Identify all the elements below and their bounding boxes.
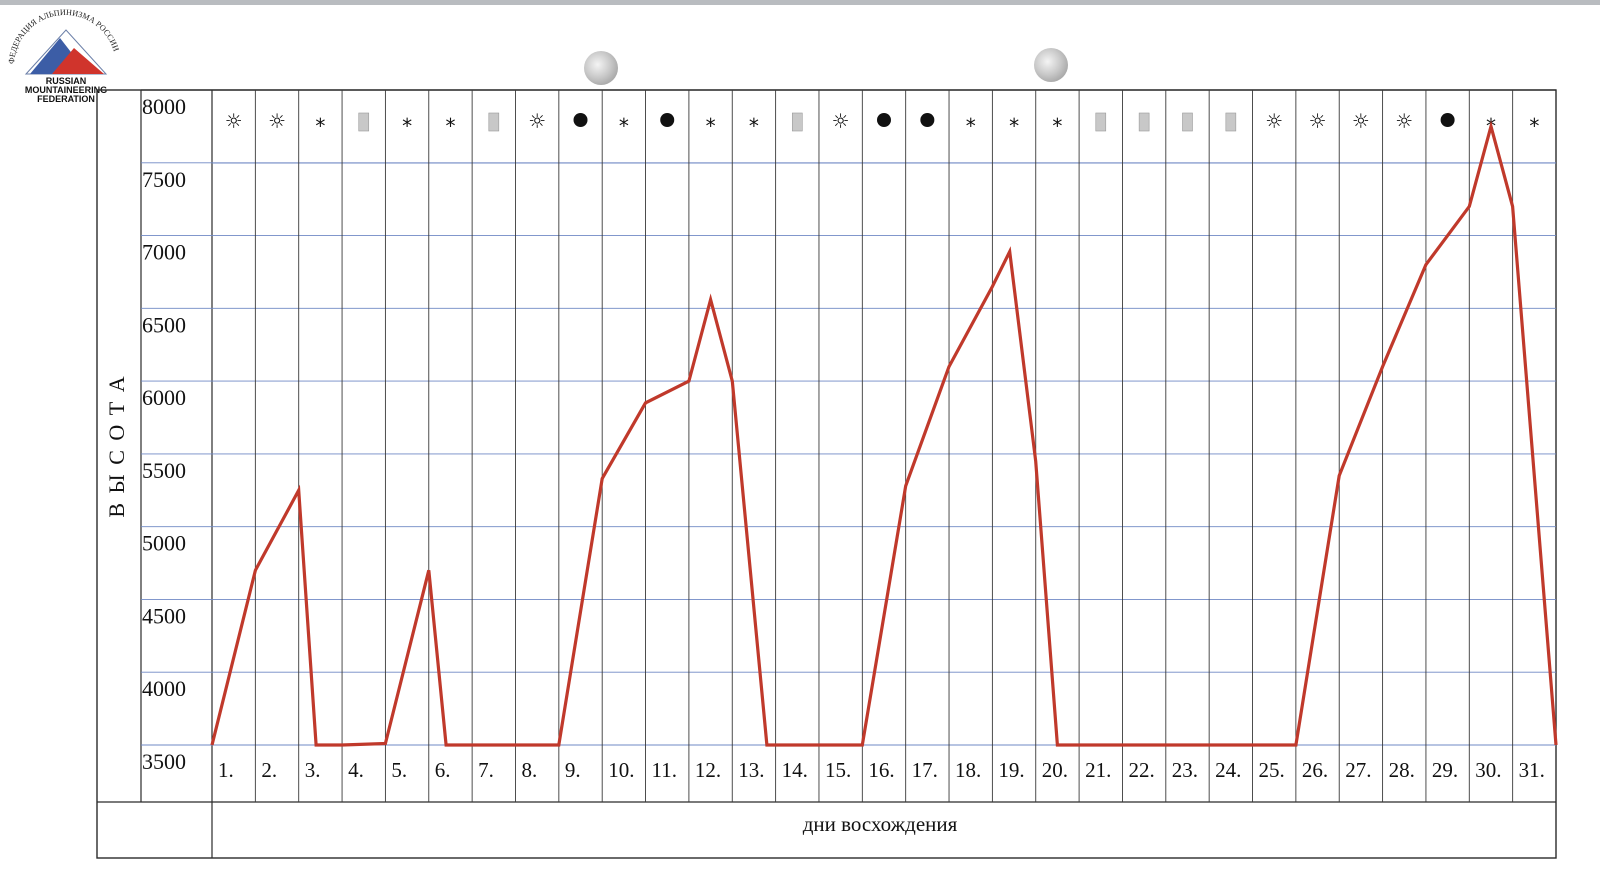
weather-overcast-icon [1182,112,1193,132]
altitude-line-0 [210,120,1558,747]
day-label-19: 19. [998,758,1024,782]
y-tick-4500: 4500 [142,603,186,628]
y-tick-3500: 3500 [142,749,186,774]
weather-sun-icon: ☼ [1395,109,1413,133]
y-tick-7500: 7500 [142,167,186,192]
weather-night-icon [573,113,588,127]
altitude-series [210,120,1558,747]
binder-hole-left [584,51,618,85]
y-tick-5500: 5500 [142,458,186,483]
weather-sun-icon: ☼ [268,109,286,133]
day-label-22: 22. [1128,758,1154,782]
weather-overcast-icon [1095,112,1107,132]
weather-snow-icon: * [966,114,976,138]
weather-snow-icon: * [706,114,716,138]
logo-line-1: RUSSIAN [46,76,87,86]
day-label-29: 29. [1432,758,1458,782]
day-label-11: 11. [652,758,677,782]
day-label-12: 12. [695,758,721,782]
day-label-16: 16. [868,758,894,782]
day-label-23: 23. [1172,758,1198,782]
day-label-18: 18. [955,758,981,782]
y-axis-label: В Ы С О Т А [104,374,129,517]
day-label-6: 6. [435,758,451,782]
y-tick-5000: 5000 [142,531,186,556]
day-label-5: 5. [391,758,407,782]
day-label-20: 20. [1042,758,1068,782]
weather-snow-icon: * [619,114,629,138]
logo-line-3: FEDERATION [37,94,95,104]
day-label-14: 14. [782,758,808,782]
weather-night-icon [920,113,935,127]
day-label-25: 25. [1259,758,1285,782]
day-label-4: 4. [348,758,364,782]
day-label-24: 24. [1215,758,1241,782]
day-label-9: 9. [565,758,581,782]
weather-snow-icon: * [1529,114,1539,138]
day-label-27: 27. [1345,758,1371,782]
weather-snow-icon: * [315,114,325,138]
day-label-21: 21. [1085,758,1111,782]
weather-sun-icon: ☼ [1309,109,1327,133]
weather-overcast-icon [488,112,500,132]
day-label-17: 17. [912,758,938,782]
day-label-13: 13. [738,758,764,782]
day-label-3: 3. [305,758,321,782]
y-tick-labels: 3500 4000 4500 5000 5500 6000 6500 7000 7500 8000 [142,94,186,774]
y-tick-6000: 6000 [142,385,186,410]
y-tick-8000: 8000 [142,94,186,119]
logo-mountain-red [52,48,104,74]
weather-overcast-icon [358,112,370,132]
x-tick-labels: 1. 2. 3. 4. 5. 6. 7. 8. 9. 10. 11. 12. 13. 14. 15. 16. 1… [218,758,1545,782]
weather-sun-icon: ☼ [225,109,243,133]
weather-sun-icon: ☼ [528,109,546,133]
weather-snow-icon: * [749,114,759,138]
weather-sun-icon: ☼ [1265,109,1283,133]
weather-overcast-icon [1138,112,1150,132]
top-band [0,0,1600,5]
weather-snow-icon: * [1052,114,1062,138]
day-label-8: 8. [521,758,537,782]
day-label-28: 28. [1389,758,1415,782]
weather-sun-icon: ☼ [832,109,850,133]
logo-line-2: MOUNTAINEERING [25,85,107,95]
weather-night-icon [660,113,675,127]
day-label-7: 7. [478,758,494,782]
y-tick-7000: 7000 [142,240,186,265]
day-label-10: 10. [608,758,634,782]
day-label-31: 31. [1519,758,1545,782]
day-label-1: 1. [218,758,234,782]
y-tick-6500: 6500 [142,312,186,337]
day-label-2: 2. [261,758,277,782]
weather-snow-icon: * [445,114,455,138]
binder-hole-right [1034,48,1068,82]
y-tick-4000: 4000 [142,676,186,701]
weather-overcast-icon [1225,112,1237,132]
day-label-30: 30. [1475,758,1501,782]
federation-logo: ФЕДЕРАЦИЯ АЛЬПИНИЗМА РОССИИ RUSSIAN MOUN… [7,8,121,104]
day-label-26: 26. [1302,758,1328,782]
weather-snow-icon: * [402,114,412,138]
weather-snow-icon: * [1009,114,1019,138]
weather-row: ☼ ☼ * * * ☼ * * * ☼ * * * ☼ ☼ ☼ ☼ * * [225,109,1540,138]
weather-overcast-icon [791,112,803,132]
weather-sun-icon: ☼ [1352,109,1370,133]
day-label-15: 15. [825,758,851,782]
x-axis-label: дни восхождения [803,812,958,836]
weather-night-icon [877,113,891,127]
weather-night-icon [1440,113,1455,127]
